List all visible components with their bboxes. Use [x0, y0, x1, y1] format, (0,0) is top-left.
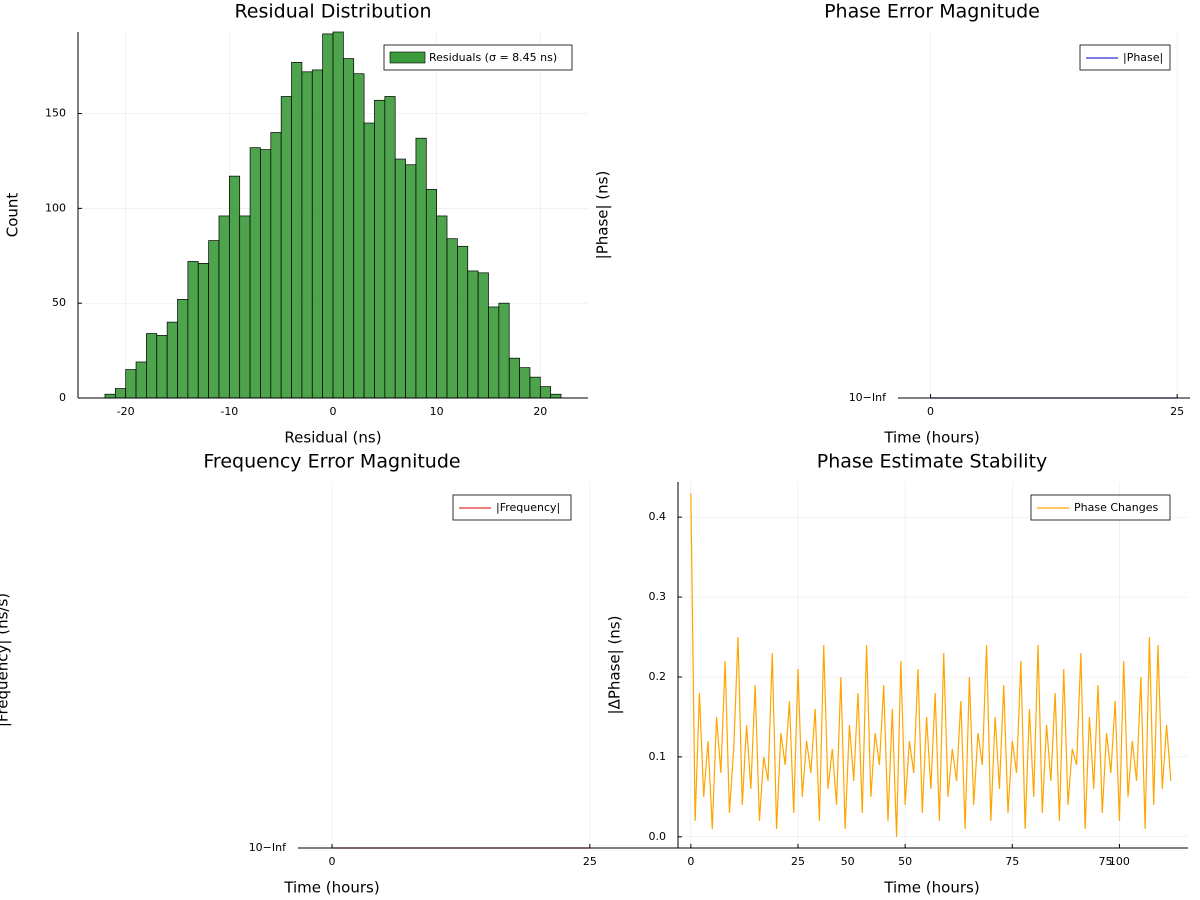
bar: [156, 335, 168, 399]
x-tick-label: 10: [430, 405, 444, 418]
x-tick-label: 50: [841, 855, 855, 868]
bar: [457, 245, 469, 399]
chart-title: Frequency Error Magnitude: [203, 451, 460, 473]
chart-title: Residual Distribution: [234, 1, 431, 23]
bar: [467, 270, 479, 399]
bar: [125, 369, 137, 399]
x-axis-label: Time (hours): [883, 429, 979, 447]
bar: [197, 263, 209, 399]
x-tick-label: 0: [330, 405, 337, 418]
bar: [114, 388, 127, 399]
x-tick-label: 100: [1109, 855, 1130, 868]
bar: [166, 321, 178, 399]
legend-label: |Phase|: [1123, 51, 1163, 64]
y-axis-label: |Phase| (ns): [594, 171, 612, 260]
bar: [508, 357, 520, 399]
plot-background: [678, 482, 1188, 848]
y-tick-label: 0.1: [649, 750, 667, 763]
y-tick-label: 150: [45, 107, 66, 120]
legend-label: Residuals (σ = 8.45 ns): [429, 51, 557, 64]
bar: [477, 272, 489, 399]
bar: [550, 393, 562, 399]
bar: [446, 238, 458, 399]
bar: [519, 367, 531, 399]
bar: [311, 69, 323, 399]
bar: [405, 164, 417, 399]
chart-title: Phase Estimate Stability: [817, 451, 1047, 473]
bar: [135, 361, 147, 399]
bar: [260, 149, 272, 399]
y-tick-label: 0.4: [649, 510, 667, 523]
bar: [301, 71, 313, 399]
legend-label: Phase Changes: [1074, 501, 1158, 514]
chart-title: Phase Error Magnitude: [824, 1, 1040, 23]
legend-swatch: [389, 51, 426, 64]
x-tick-label: -10: [220, 405, 238, 418]
bar: [384, 96, 396, 399]
x-tick-label: 0: [329, 855, 336, 868]
bar: [539, 386, 552, 399]
x-tick-label: 25: [1170, 405, 1184, 418]
x-tick-label: 50: [898, 855, 912, 868]
y-tick-label: 0.3: [649, 590, 667, 603]
y-tick-label: 0.0: [649, 830, 667, 843]
y-tick-label: 0.2: [649, 670, 667, 683]
bar: [415, 137, 427, 399]
bar: [374, 99, 386, 399]
y-tick-label: 50: [52, 296, 66, 309]
bar: [322, 33, 334, 399]
bar: [291, 61, 303, 399]
bar: [239, 215, 251, 399]
y-axis-label: |ΔPhase| (ns): [606, 616, 624, 715]
bar: [218, 215, 230, 399]
bar: [363, 122, 375, 399]
bar: [332, 31, 344, 399]
x-tick-label: -20: [117, 405, 135, 418]
x-tick-label: 20: [533, 405, 547, 418]
x-axis-label: Residual (ns): [284, 429, 381, 447]
y-tick-label: 10−Inf: [849, 391, 887, 404]
bar: [177, 299, 189, 399]
bar: [104, 393, 116, 399]
x-tick-label: 0: [687, 855, 694, 868]
bar: [146, 333, 158, 399]
y-axis-label: Count: [4, 193, 22, 238]
legend-label: |Frequency|: [496, 501, 560, 514]
line: [690, 493, 1172, 837]
subplot: Phase Estimate Stability Time (hours) |ΔPh…: [606, 451, 1188, 897]
y-tick-label: 10−Inf: [249, 841, 287, 854]
bar: [208, 240, 220, 399]
x-axis-label: Time (hours): [283, 879, 379, 897]
bar: [529, 376, 541, 399]
bar: [425, 189, 438, 399]
x-axis-label: Time (hours): [883, 879, 979, 897]
bar: [353, 73, 365, 399]
bar: [436, 215, 448, 399]
bar: [498, 302, 510, 399]
bar: [270, 132, 282, 399]
x-tick-label: 75: [1005, 855, 1019, 868]
subplot: Phase Error Magnitude Time (hours) |Phase|…: [594, 1, 1190, 447]
x-tick-label: 25: [791, 855, 805, 868]
x-tick-label: 0: [927, 405, 934, 418]
bar: [394, 158, 406, 399]
bar: [280, 96, 292, 399]
bar: [488, 306, 500, 399]
x-tick-label: 75: [1098, 855, 1112, 868]
y-axis-label: |Frequency| (ns/s): [0, 593, 12, 727]
x-tick-label: 25: [583, 855, 597, 868]
y-tick-label: 0: [59, 391, 66, 404]
subplot: Residual Distribution Residual (ns) Count -…: [4, 1, 588, 447]
bar: [249, 147, 261, 399]
bar: [343, 58, 355, 399]
y-tick-label: 100: [45, 201, 66, 214]
bar: [228, 175, 241, 399]
bar: [187, 261, 199, 399]
